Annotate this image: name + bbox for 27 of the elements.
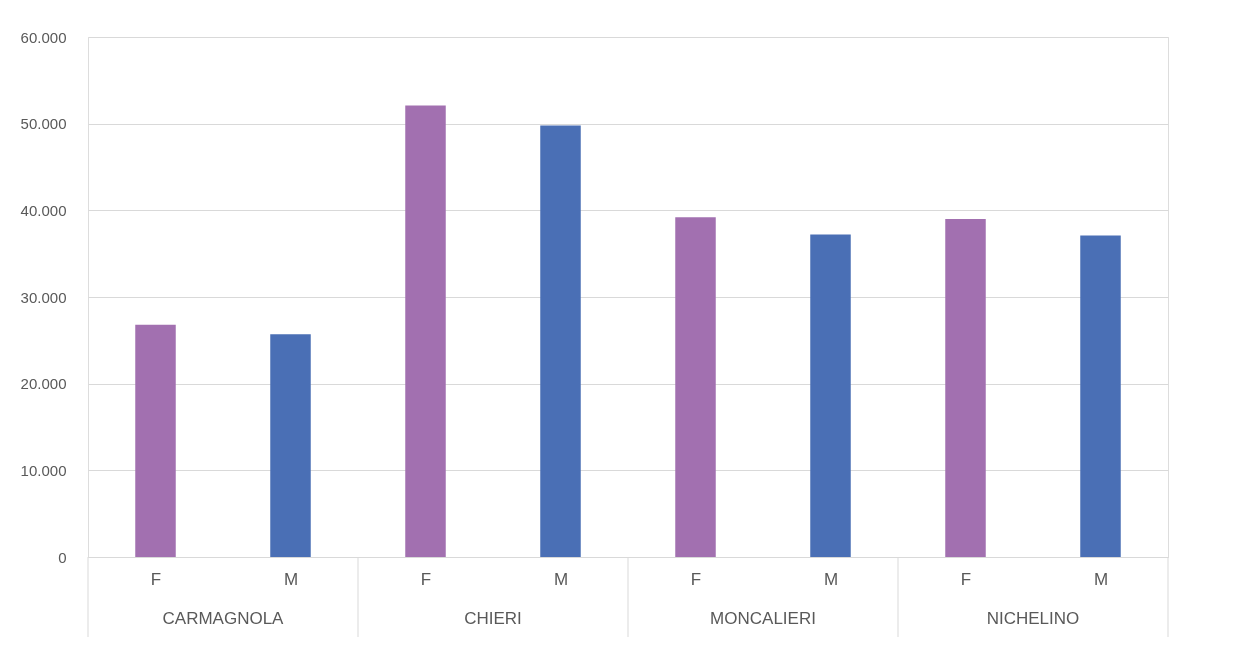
y-tick-label: 60.000: [20, 28, 67, 46]
bar: [270, 334, 311, 557]
text: NICHELINO: [986, 609, 1080, 628]
bar: [405, 105, 446, 557]
x-tick-label: M: [1093, 569, 1109, 589]
bar: [810, 234, 851, 557]
y-tick-label: 10.000: [20, 461, 67, 479]
text: CARMAGNOLA: [162, 609, 285, 628]
x-tick-label: M: [283, 569, 299, 589]
y-tick-label: 20.000: [20, 375, 67, 393]
x-tick-label: F: [690, 569, 702, 589]
x-tick-label: M: [823, 569, 839, 589]
y-tick-label: 50.000: [20, 115, 67, 133]
bar: [675, 217, 716, 557]
text: MONCALIERI: [710, 609, 816, 628]
bar: [540, 125, 581, 557]
x-tick-label: F: [420, 569, 432, 589]
bar: [945, 219, 986, 557]
y-tick-label: 0: [58, 548, 67, 566]
y-tick-label: 30.000: [20, 288, 67, 306]
x-tick-label: M: [553, 569, 569, 589]
text: CHIERI: [464, 609, 522, 628]
y-tick-label: 40.000: [20, 201, 67, 219]
x-tick-label: F: [150, 569, 162, 589]
bar: [135, 324, 176, 557]
x-tick-label: F: [960, 569, 972, 589]
bar: [1080, 235, 1121, 557]
